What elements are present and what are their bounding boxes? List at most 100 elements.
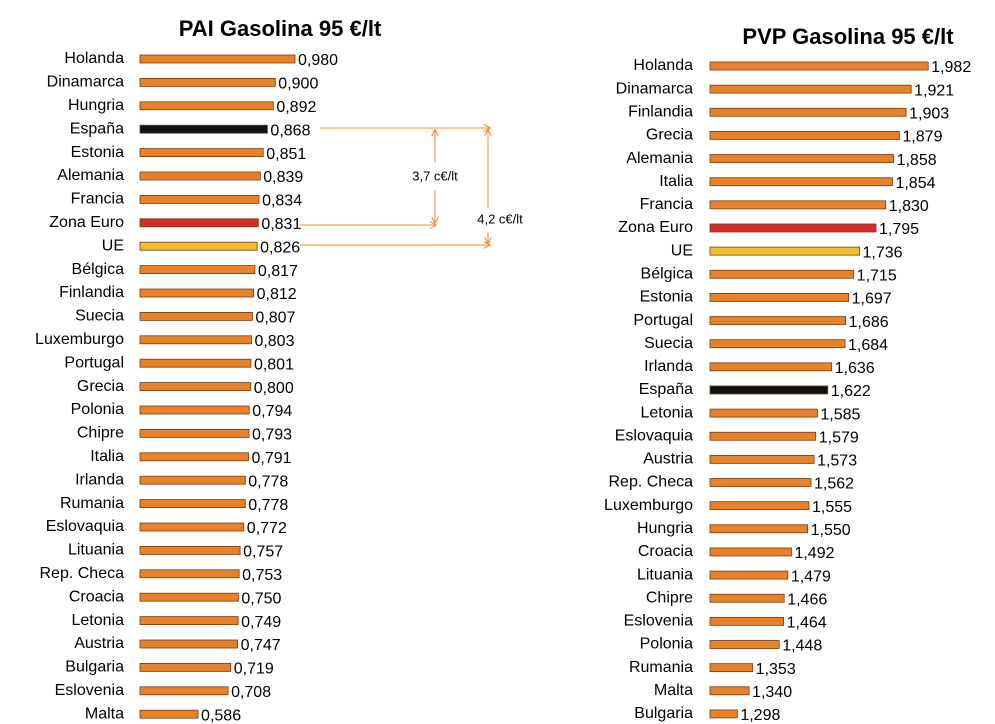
category-label: Finlandia bbox=[59, 284, 124, 301]
value-label: 0,834 bbox=[262, 193, 302, 210]
value-label: 1,353 bbox=[756, 661, 796, 678]
value-label: 0,831 bbox=[261, 216, 301, 233]
category-label: Austria bbox=[643, 451, 693, 468]
category-label: Croacia bbox=[69, 588, 124, 605]
value-label: 0,778 bbox=[248, 473, 288, 490]
category-label: Malta bbox=[654, 682, 693, 699]
value-label: 0,757 bbox=[243, 544, 283, 561]
difference-arrows bbox=[300, 128, 490, 245]
bar bbox=[709, 177, 893, 187]
bar bbox=[139, 405, 250, 415]
annotation: 3,7 c€/lt bbox=[412, 168, 458, 183]
bar bbox=[709, 84, 912, 94]
value-label: 0,750 bbox=[241, 590, 281, 607]
value-label: 1,340 bbox=[752, 684, 792, 701]
category-label: Rumania bbox=[60, 495, 124, 512]
category-label: Eslovenia bbox=[55, 682, 124, 699]
value-label: 0,807 bbox=[255, 310, 295, 327]
category-label: Estonia bbox=[71, 144, 124, 161]
value-label: 1,492 bbox=[794, 545, 834, 562]
bar bbox=[709, 431, 817, 441]
bar bbox=[139, 171, 261, 181]
category-label: Portugal bbox=[64, 354, 124, 371]
bar bbox=[139, 592, 239, 602]
category-label: Bulgaria bbox=[634, 705, 693, 722]
value-label: 1,697 bbox=[852, 291, 892, 308]
category-label: Eslovaquia bbox=[615, 427, 693, 444]
value-label: 1,684 bbox=[848, 337, 888, 354]
bar bbox=[709, 478, 812, 487]
category-label: Portugal bbox=[633, 312, 693, 329]
category-label: Polonia bbox=[640, 636, 693, 653]
value-label: 0,900 bbox=[278, 76, 318, 93]
value-label: 0,772 bbox=[247, 520, 287, 537]
bar bbox=[139, 241, 258, 251]
value-label: 0,812 bbox=[257, 286, 297, 303]
category-label: Dinamarca bbox=[47, 74, 124, 91]
value-label: 1,479 bbox=[791, 568, 831, 585]
bar bbox=[709, 454, 815, 464]
value-label: 0,892 bbox=[276, 99, 316, 116]
bar bbox=[139, 546, 241, 555]
value-label: 1,555 bbox=[812, 499, 852, 516]
value-label: 0,586 bbox=[201, 707, 241, 724]
bar bbox=[139, 382, 252, 392]
bar bbox=[139, 428, 250, 438]
category-label: Polonia bbox=[71, 401, 124, 418]
value-label: 1,795 bbox=[879, 221, 919, 238]
category-label: Zona Euro bbox=[618, 219, 693, 236]
annotation-bg bbox=[401, 168, 469, 186]
value-label: 1,636 bbox=[835, 360, 875, 377]
bar bbox=[139, 124, 268, 134]
category-label: Bélgica bbox=[72, 261, 125, 278]
bar bbox=[709, 61, 929, 71]
value-label: 1,736 bbox=[863, 244, 903, 261]
value-label: 0,778 bbox=[248, 497, 288, 514]
value-label: 0,839 bbox=[263, 169, 303, 186]
value-label: 0,980 bbox=[298, 52, 338, 69]
category-label: España bbox=[639, 381, 693, 398]
category-label: Dinamarca bbox=[616, 80, 693, 97]
category-label: Rep. Checa bbox=[40, 565, 125, 582]
value-label: 1,830 bbox=[889, 198, 929, 215]
category-label: Irlanda bbox=[75, 471, 124, 488]
category-label: Grecia bbox=[77, 378, 124, 395]
category-label: Bulgaria bbox=[65, 659, 124, 676]
category-label: Suecia bbox=[75, 308, 124, 325]
bar bbox=[709, 107, 907, 117]
value-label: 0,826 bbox=[260, 239, 300, 256]
bar bbox=[139, 148, 264, 158]
bar bbox=[709, 362, 833, 372]
category-label: Francia bbox=[71, 191, 124, 208]
value-label: 1,448 bbox=[782, 638, 822, 655]
bar bbox=[139, 78, 276, 87]
bar bbox=[139, 475, 246, 485]
category-label: Alemania bbox=[57, 167, 124, 184]
bar bbox=[139, 288, 255, 298]
bar bbox=[709, 316, 846, 325]
category-label: Letonia bbox=[641, 404, 694, 421]
chart-title: PAI Gasolina 95 €/lt bbox=[179, 16, 382, 41]
bar bbox=[139, 54, 296, 64]
category-label: Lituania bbox=[637, 566, 693, 583]
value-label: 1,854 bbox=[895, 175, 935, 192]
value-label: 1,686 bbox=[849, 314, 889, 331]
category-label: Holanda bbox=[633, 57, 693, 74]
bar bbox=[139, 452, 249, 462]
bar bbox=[709, 686, 750, 696]
category-label: Chipre bbox=[77, 425, 124, 442]
bar bbox=[139, 101, 274, 111]
bar bbox=[139, 499, 246, 509]
value-label: 0,791 bbox=[251, 450, 291, 467]
category-label: Hungria bbox=[68, 97, 124, 114]
bar bbox=[139, 569, 240, 579]
category-label: Suecia bbox=[644, 335, 693, 352]
bar bbox=[709, 524, 809, 534]
category-label: Letonia bbox=[72, 612, 125, 629]
value-label: 1,550 bbox=[811, 522, 851, 539]
bar bbox=[139, 663, 232, 672]
value-label: 0,708 bbox=[231, 684, 271, 701]
value-label: 0,749 bbox=[241, 614, 281, 631]
value-label: 0,803 bbox=[254, 333, 294, 350]
value-label: 1,585 bbox=[820, 406, 860, 423]
